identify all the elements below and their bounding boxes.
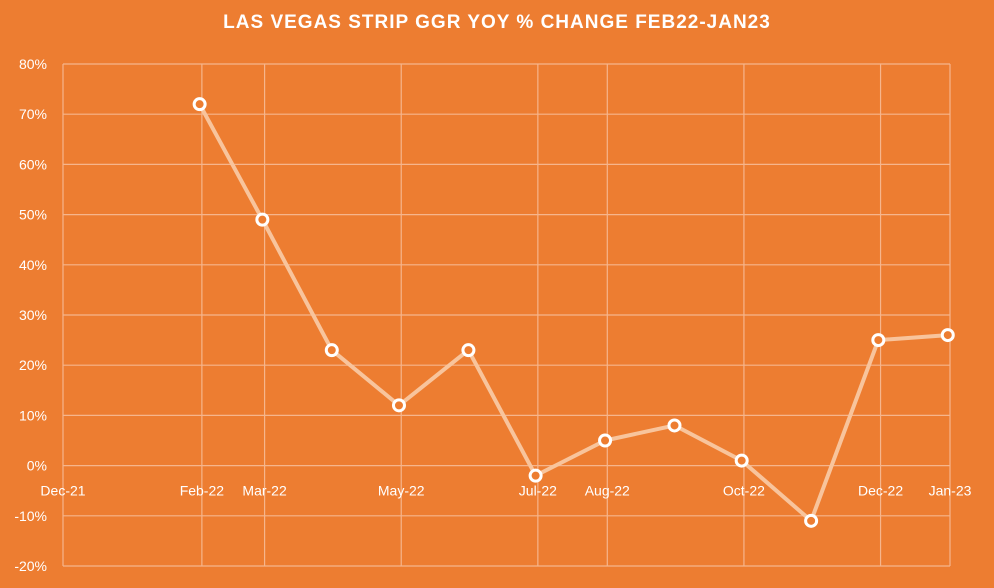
- x-tick-label: Dec-21: [40, 483, 85, 499]
- data-point: [667, 418, 682, 433]
- data-point: [940, 328, 955, 343]
- data-point: [598, 433, 613, 448]
- data-point: [871, 333, 886, 348]
- x-tick-label: Jan-23: [929, 483, 972, 499]
- x-tick-label: Jul-22: [519, 483, 557, 499]
- chart-title: LAS VEGAS STRIP GGR YOY % CHANGE FEB22-J…: [223, 12, 771, 33]
- tick-labels: -20% -10% 0% 10% 20% 30% 40% 50% 60% 70% 80% Dec-21…: [14, 56, 971, 574]
- y-tick-label: 50%: [19, 207, 47, 223]
- data-point: [804, 513, 819, 528]
- y-tick-label: -20%: [14, 558, 47, 574]
- data-point: [192, 97, 207, 112]
- data-point: [734, 453, 749, 468]
- y-tick-label: 60%: [19, 156, 47, 172]
- data-point: [391, 398, 406, 413]
- data-point: [324, 343, 339, 358]
- y-tick-label: 0%: [27, 458, 47, 474]
- series-layer: [192, 97, 955, 528]
- x-tick-label: Mar-22: [242, 483, 287, 499]
- series-line: [197, 102, 950, 523]
- y-tick-label: 20%: [19, 357, 47, 373]
- x-tick-label: Aug-22: [585, 483, 630, 499]
- gridlines: [62, 63, 951, 567]
- y-tick-label: 80%: [19, 56, 47, 72]
- y-tick-label: 70%: [19, 106, 47, 122]
- data-point: [255, 212, 270, 227]
- y-tick-label: 10%: [19, 407, 47, 423]
- y-tick-label: -10%: [14, 508, 47, 524]
- y-tick-label: 30%: [19, 307, 47, 323]
- data-point: [528, 468, 543, 483]
- x-tick-label: Feb-22: [180, 483, 225, 499]
- data-point: [461, 343, 476, 358]
- y-tick-label: 40%: [19, 257, 47, 273]
- x-tick-label: May-22: [378, 483, 425, 499]
- x-tick-label: Dec-22: [858, 483, 903, 499]
- x-tick-label: Oct-22: [723, 483, 765, 499]
